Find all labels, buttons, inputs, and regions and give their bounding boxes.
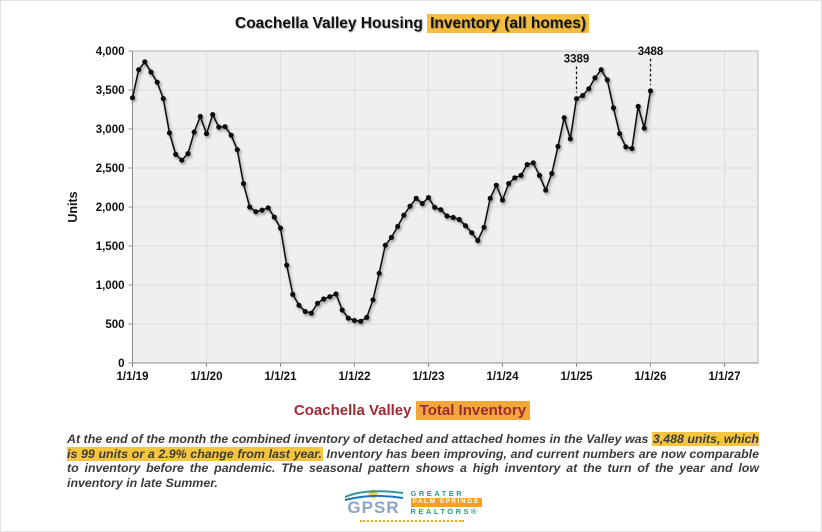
svg-text:1/1/23: 1/1/23	[413, 371, 445, 383]
svg-text:1/1/20: 1/1/20	[191, 371, 223, 383]
svg-text:1/1/24: 1/1/24	[487, 371, 520, 383]
logo-line-realtors: REALTORS®	[410, 506, 480, 516]
svg-text:1,500: 1,500	[96, 241, 125, 253]
svg-text:1/1/27: 1/1/27	[709, 371, 741, 383]
svg-text:1,000: 1,000	[96, 280, 125, 292]
chart-title-plain: Coachella Valley Housing	[235, 15, 428, 32]
gpsr-logo-inner: GPSR GREATER PALM SPRINGS REALTORS®	[343, 487, 482, 522]
svg-text:0: 0	[118, 358, 124, 370]
chart-subtitle-highlight: Total Inventory	[415, 401, 531, 420]
svg-text:2,000: 2,000	[96, 202, 125, 214]
logo-line-palm-springs: PALM SPRINGS	[410, 498, 482, 507]
svg-text:4,000: 4,000	[96, 46, 125, 58]
sun-waves-icon	[344, 489, 403, 501]
svg-text:1/1/22: 1/1/22	[339, 371, 371, 383]
gpsr-logo-top: GPSR GREATER PALM SPRINGS REALTORS®	[343, 487, 482, 516]
summary-text-2: Inventory has been improving, and curren…	[67, 446, 759, 490]
logo-line-greater: GREATER	[410, 488, 465, 498]
svg-text:2,500: 2,500	[96, 163, 125, 175]
logo-tagline	[360, 518, 464, 522]
gpsr-logo-wordmark: GREATER PALM SPRINGS REALTORS®	[410, 488, 482, 517]
gpsr-logo-mark: GPSR	[343, 487, 405, 516]
chart-title: Coachella Valley Housing Inventory (all …	[1, 14, 821, 33]
svg-text:500: 500	[105, 319, 124, 331]
svg-text:Units: Units	[66, 191, 80, 222]
svg-text:3,500: 3,500	[96, 85, 125, 97]
summary-text-1: At the end of the month the combined inv…	[67, 432, 652, 446]
svg-text:1/1/21: 1/1/21	[265, 371, 298, 383]
svg-text:1/1/19: 1/1/19	[117, 371, 149, 383]
svg-text:1/1/25: 1/1/25	[561, 371, 594, 383]
chart-subtitle: Coachella Valley Total Inventory	[1, 401, 821, 420]
inventory-chart: 3389 3488 0 500 1,000 1,500 2,000 2,500 3,000 3,5…	[66, 46, 759, 383]
chart-subtitle-plain: Coachella Valley	[293, 402, 416, 419]
svg-text:3389: 3389	[564, 54, 590, 66]
gpsr-logo: GPSR GREATER PALM SPRINGS REALTORS®	[1, 487, 821, 529]
svg-text:3488: 3488	[638, 46, 664, 58]
svg-text:3,000: 3,000	[96, 124, 125, 136]
gpsr-acronym: GPSR	[347, 498, 400, 517]
chart-title-highlight: Inventory (all homes)	[427, 14, 589, 33]
svg-text:1/1/26: 1/1/26	[635, 371, 667, 383]
summary-paragraph: At the end of the month the combined inv…	[67, 432, 759, 490]
